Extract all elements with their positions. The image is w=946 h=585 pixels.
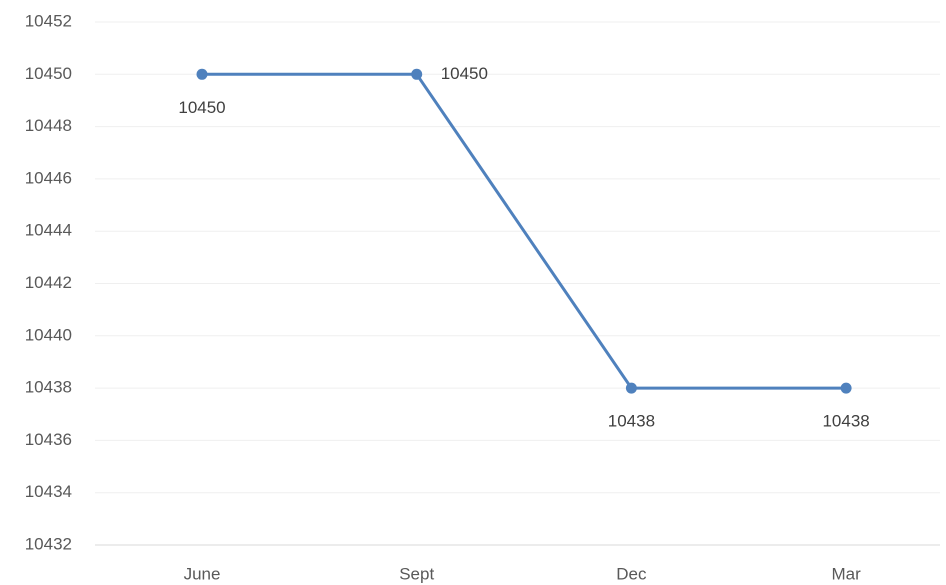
data-label: 10450 (441, 64, 488, 83)
data-label: 10450 (178, 98, 225, 117)
y-tick-label: 10448 (25, 116, 72, 135)
data-label: 10438 (608, 412, 655, 431)
marker (411, 68, 423, 80)
y-tick-label: 10446 (25, 168, 72, 187)
y-tick-label: 10444 (25, 221, 72, 240)
y-tick-label: 10432 (25, 534, 72, 553)
marker (840, 382, 852, 394)
x-tick-label: Mar (831, 564, 861, 583)
y-tick-label: 10436 (25, 430, 72, 449)
x-tick-label: June (184, 564, 221, 583)
marker (625, 382, 637, 394)
x-tick-label: Dec (616, 564, 647, 583)
marker (196, 68, 208, 80)
x-tick-label: Sept (399, 564, 434, 583)
y-tick-label: 10442 (25, 273, 72, 292)
data-label: 10438 (822, 412, 869, 431)
y-tick-label: 10450 (25, 64, 72, 83)
y-tick-label: 10434 (25, 482, 72, 501)
line (202, 72, 847, 390)
y-tick-label: 10440 (25, 325, 72, 344)
y-tick-label: 10452 (25, 11, 72, 30)
y-tick-label: 10438 (25, 378, 72, 397)
